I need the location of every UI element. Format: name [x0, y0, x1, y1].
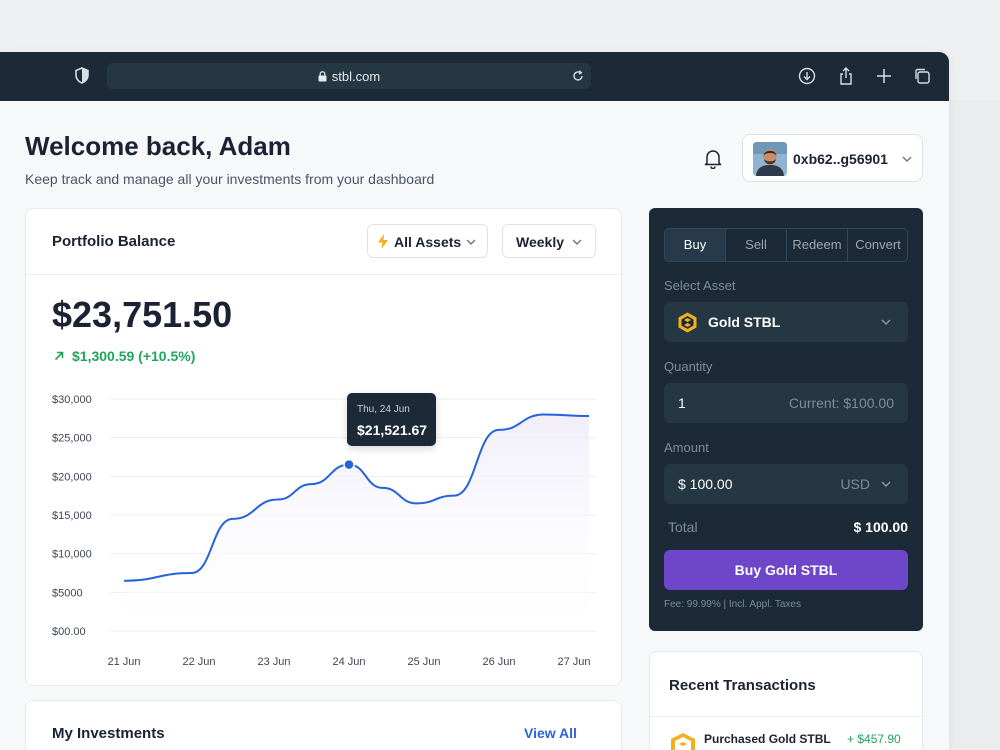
recent-title: Recent Transactions	[669, 677, 816, 694]
series-line	[123, 413, 590, 582]
chevron-down-icon	[466, 239, 476, 245]
quantity-current: Current: $100.00	[788, 395, 894, 411]
browser-toolbar: stbl.com	[0, 52, 949, 101]
chevron-down-icon	[902, 156, 912, 162]
area-fill	[124, 414, 589, 631]
tab-buy[interactable]: Buy	[665, 229, 726, 261]
fee-note: Fee: 99.99% | Incl. Appl. Taxes	[664, 599, 801, 610]
chevron-down-icon	[881, 481, 891, 487]
asset-filter-dropdown[interactable]: All Assets	[367, 224, 488, 258]
asset-name: Gold STBL	[708, 314, 781, 330]
trade-panel: Buy Sell Redeem Convert Select Asset Gol…	[649, 208, 923, 631]
portfolio-change-value: $1,300.59 (+10.5%)	[72, 348, 196, 364]
recent-transactions-card: Recent Transactions Purchased Gold STBL …	[649, 651, 923, 750]
page-title: Welcome back, Adam	[25, 131, 291, 161]
gold-stbl-icon	[678, 312, 697, 333]
x-tick-label: 21 Jun	[107, 656, 140, 668]
tab-convert[interactable]: Convert	[855, 237, 901, 252]
y-tick-label: $10,000	[52, 549, 92, 561]
divider	[650, 716, 922, 717]
x-tick-label: 25 Jun	[407, 656, 440, 668]
amount-value: $ 100.00	[678, 476, 733, 492]
portfolio-chart: $30,000 $25,000 $20,000 $15,000 $10,000 $5000…	[52, 394, 596, 668]
url-display: stbl.com	[107, 69, 591, 84]
buy-button[interactable]: Buy Gold STBL	[664, 550, 908, 590]
investments-card: My Investments	[25, 700, 622, 750]
select-asset-label: Select Asset	[664, 278, 736, 293]
bell-icon[interactable]	[703, 148, 723, 169]
asset-select[interactable]: Gold STBL	[664, 302, 908, 342]
transaction-label: Purchased Gold STBL	[704, 732, 831, 746]
url-text: stbl.com	[331, 69, 381, 84]
tab-redeem[interactable]: Redeem	[787, 229, 848, 261]
quantity-value: 1	[678, 395, 686, 411]
trade-tabs: Buy Sell Redeem Convert	[664, 228, 908, 262]
download-icon[interactable]	[798, 67, 816, 85]
y-tick-label: $15,000	[52, 510, 92, 522]
avatar-image	[753, 142, 787, 176]
portfolio-title: Portfolio Balance	[52, 233, 176, 250]
x-tick-label: 26 Jun	[482, 656, 515, 668]
tabs-overview-icon[interactable]	[913, 67, 931, 85]
chevron-down-icon	[881, 319, 891, 325]
y-tick-label: $20,000	[52, 471, 92, 483]
transaction-amount: + $457.90	[847, 732, 901, 746]
tooltip-value: $21,521.67	[357, 422, 428, 438]
y-tick-label: $00.00	[52, 626, 86, 638]
amount-input[interactable]: $ 100.00 USD	[664, 464, 908, 504]
gold-stbl-icon	[671, 733, 695, 750]
x-tick-label: 23 Jun	[257, 656, 290, 668]
amount-label: Amount	[664, 440, 709, 455]
divider	[26, 274, 621, 275]
new-tab-icon[interactable]	[875, 67, 893, 85]
x-tick-label: 27 Jun	[557, 656, 590, 668]
arrow-up-right-icon	[54, 351, 64, 361]
total-value: $ 100.00	[853, 519, 909, 535]
currency-select[interactable]: USD	[840, 476, 870, 492]
shield-icon[interactable]	[75, 67, 89, 84]
y-tick-label: $5000	[52, 587, 83, 599]
asset-filter-label: All Assets	[394, 234, 462, 250]
view-all-link[interactable]: View All	[524, 725, 577, 741]
y-tick-label: $30,000	[52, 394, 92, 406]
reload-icon[interactable]	[571, 69, 585, 83]
x-tick-label: 22 Jun	[182, 656, 215, 668]
period-filter-label: Weekly	[516, 234, 564, 250]
share-icon[interactable]	[837, 67, 855, 85]
chart-tooltip: Thu, 24 Jun $21,521.67	[347, 393, 436, 446]
investments-title: My Investments	[52, 725, 165, 742]
x-tick-label: 24 Jun	[332, 656, 365, 668]
lightning-icon	[378, 234, 388, 249]
y-tick-label: $25,000	[52, 433, 92, 445]
portfolio-change: $1,300.59 (+10.5%)	[54, 348, 195, 364]
period-filter-dropdown[interactable]: Weekly	[502, 224, 596, 258]
data-point-marker	[343, 458, 355, 471]
portfolio-balance: $23,751.50	[52, 294, 233, 335]
chevron-down-icon	[572, 239, 582, 245]
address-bar[interactable]: stbl.com	[107, 63, 591, 89]
lock-icon	[318, 71, 327, 82]
background-panel	[949, 100, 1000, 750]
total-label: Total	[668, 519, 698, 535]
avatar	[753, 142, 787, 176]
quantity-input[interactable]: 1 Current: $100.00	[664, 383, 908, 423]
quantity-label: Quantity	[664, 359, 713, 374]
tab-sell[interactable]: Sell	[726, 229, 787, 261]
tooltip-date: Thu, 24 Jun	[357, 404, 410, 415]
wallet-address: 0xb62..g56901	[793, 151, 888, 167]
page-subtitle: Keep track and manage all your investmen…	[25, 171, 435, 187]
wallet-selector[interactable]: 0xb62..g56901	[742, 134, 923, 182]
